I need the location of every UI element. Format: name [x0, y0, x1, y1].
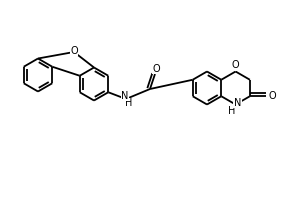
Text: O: O — [232, 60, 239, 71]
Text: O: O — [152, 64, 160, 74]
Text: H: H — [125, 98, 133, 108]
Text: H: H — [228, 106, 235, 116]
Text: N: N — [121, 91, 129, 101]
Text: O: O — [268, 91, 276, 101]
Text: N: N — [234, 98, 241, 108]
Text: O: O — [70, 46, 78, 56]
